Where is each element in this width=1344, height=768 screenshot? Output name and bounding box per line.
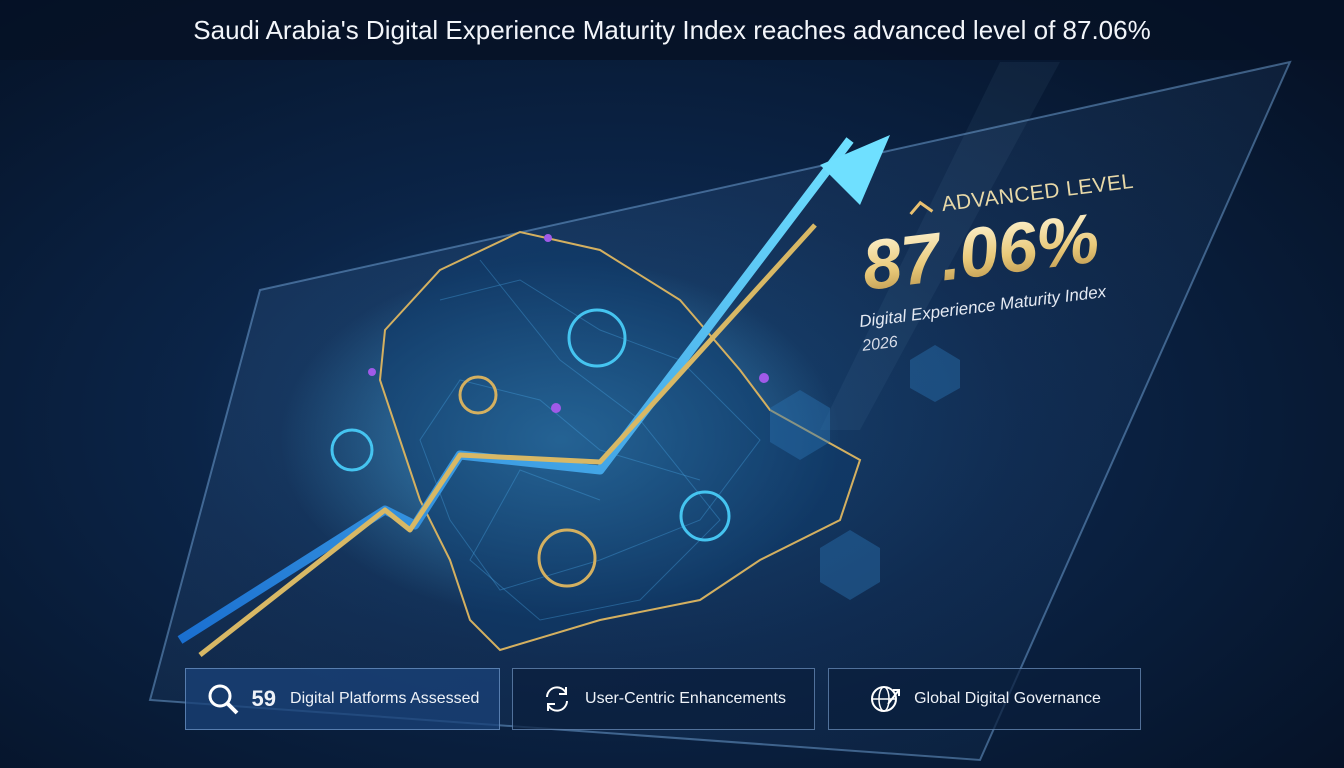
- title-bar: Saudi Arabia's Digital Experience Maturi…: [0, 0, 1344, 60]
- search-icon: [208, 684, 238, 715]
- highlight: ADVANCED LEVEL 87.06% Digital Experience…: [845, 168, 1161, 355]
- arrow-head: [820, 135, 890, 205]
- stat-chip: Global Digital Governance: [828, 668, 1141, 730]
- cycle-icon: [546, 686, 569, 712]
- stat-chip: User-Centric Enhancements: [512, 668, 815, 730]
- stat-number: 59: [251, 686, 277, 711]
- level-icon: [909, 200, 934, 216]
- stat-chip: 59 Digital Platforms Assessed: [185, 668, 500, 730]
- hexagons: [770, 345, 960, 600]
- stat-label: Global Digital Governance: [914, 690, 1101, 707]
- network-lines: [419, 259, 761, 621]
- user-icons: [330, 308, 731, 588]
- globe-icon: [871, 686, 901, 712]
- gold-line: [198, 223, 817, 657]
- glass-shine: [820, 62, 1060, 430]
- sparkles: [368, 234, 769, 413]
- stat-label: Digital Platforms Assessed: [290, 690, 480, 707]
- title: Saudi Arabia's Digital Experience Maturi…: [193, 14, 1151, 45]
- stat-label: User-Centric Enhancements: [585, 690, 786, 707]
- level-row: ADVANCED LEVEL: [907, 168, 1146, 221]
